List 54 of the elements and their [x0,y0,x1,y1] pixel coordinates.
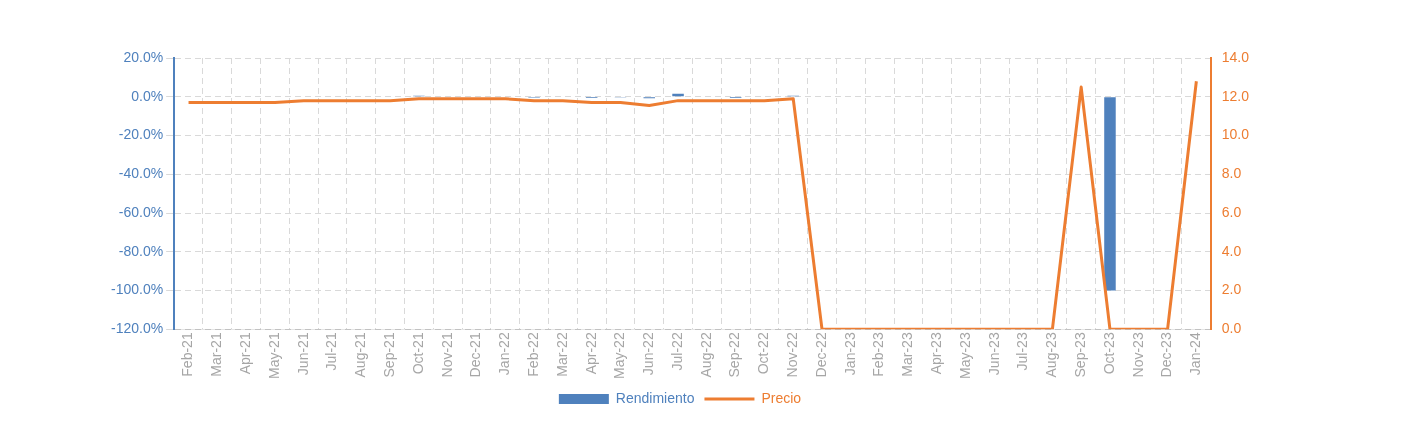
x-tick-label: Apr-23 [928,332,945,375]
y-tick-label: -40.0% [118,165,164,182]
y-tick-label: 0.0% [131,87,164,104]
x-tick-label: Aug-21 [352,332,369,378]
y-tick-label: -20.0% [118,126,164,143]
x-tick-label: Mar-23 [899,332,916,377]
x-tick-label: Dec-22 [812,332,829,378]
legend-label: Precio [761,389,802,406]
x-tick-label: May-23 [956,332,973,379]
x-tick-label: Mar-21 [208,332,225,377]
x-tick-label: Jul-22 [668,332,685,371]
x-tick-label: Feb-23 [870,332,887,377]
x-tick-label: Dec-21 [467,332,484,378]
y-tick-label: 20.0% [123,48,164,65]
x-tick-label: Dec-23 [1158,332,1175,378]
x-tick-label: Nov-23 [1129,332,1146,378]
y2-tick-label: 6.0 [1221,203,1242,220]
x-tick-label: May-21 [265,332,282,379]
x-tick-label: Jun-23 [985,332,1002,376]
x-tick-label: Apr-21 [236,332,253,375]
x-tick-label: Jul-21 [323,332,340,371]
x-tick-label: Sep-23 [1072,332,1089,378]
x-tick-label: Oct-23 [1100,332,1117,375]
x-tick-label: Feb-21 [179,332,196,377]
y2-tick-label: 4.0 [1221,242,1242,259]
y2-tick-label: 12.0 [1221,87,1250,104]
y2-tick-label: 2.0 [1221,281,1242,298]
y2-tick-label: 0.0 [1221,320,1242,337]
x-tick-label: Jan-23 [841,332,858,376]
x-tick-label: Mar-22 [553,332,570,377]
x-tick-label: Jun-22 [640,332,657,376]
y-tick-label: -120.0% [110,320,164,337]
x-tick-label: Apr-22 [582,332,599,375]
x-tick-label: Sep-22 [726,332,743,378]
y-tick-label: -80.0% [118,242,164,259]
x-tick-label: Sep-21 [380,332,397,378]
x-tick-label: Jul-23 [1014,332,1031,371]
y2-tick-label: 10.0 [1221,126,1250,143]
x-tick-label: Nov-22 [784,332,801,378]
x-tick-label: May-22 [611,332,628,379]
x-tick-label: Jan-22 [496,332,513,376]
x-tick-label: Nov-21 [438,332,455,378]
legend-label: Rendimiento [615,389,695,406]
y-tick-label: -60.0% [118,203,164,220]
y2-tick-label: 14.0 [1221,48,1250,65]
y-tick-label: -100.0% [110,281,164,298]
x-tick-label: Aug-22 [697,332,714,378]
x-tick-label: Jan-24 [1187,332,1204,376]
x-tick-label: Aug-23 [1043,332,1060,378]
x-tick-label: Jun-21 [294,332,311,376]
x-tick-label: Oct-21 [409,332,426,375]
y2-tick-label: 8.0 [1221,165,1242,182]
x-tick-label: Oct-22 [755,332,772,375]
x-tick-label: Feb-22 [524,332,541,377]
